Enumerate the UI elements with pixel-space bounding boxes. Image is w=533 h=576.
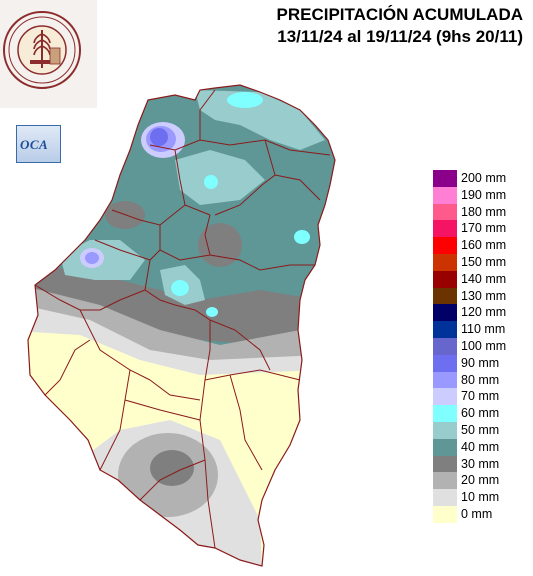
- legend-label: 100 mm: [461, 338, 507, 353]
- legend-swatch: [433, 505, 457, 523]
- legend-swatch: [433, 253, 457, 271]
- map-title: PRECIPITACIÓN ACUMULADA 13/11/24 al 19/1…: [277, 4, 524, 48]
- legend-label: 130 mm: [461, 288, 507, 303]
- wheat-seal-icon: [3, 11, 81, 89]
- legend-swatch: [433, 170, 457, 187]
- legend-label: 190 mm: [461, 187, 507, 202]
- legend-swatch: [433, 203, 457, 221]
- legend-label: 30 mm: [461, 456, 500, 471]
- legend-swatch: [433, 304, 457, 322]
- legend-swatch: [433, 287, 457, 305]
- legend-label: 120 mm: [461, 305, 507, 320]
- legend-swatch: [433, 220, 457, 238]
- legend-label: 200 mm: [461, 171, 507, 185]
- legend-label: 160 mm: [461, 238, 507, 253]
- map-title-line2: 13/11/24 al 19/11/24 (9hs 20/11): [277, 27, 523, 46]
- institution-logo: [0, 0, 97, 108]
- legend-label: 170 mm: [461, 221, 507, 236]
- legend-swatch: [433, 489, 457, 506]
- legend-label: 150 mm: [461, 254, 507, 269]
- legend-label: 70 mm: [461, 389, 500, 404]
- legend-swatch: [433, 371, 457, 389]
- legend-swatch: [433, 321, 457, 338]
- department-boundaries: [34, 89, 331, 549]
- legend-label: 180 mm: [461, 204, 507, 219]
- legend-label: 20 mm: [461, 473, 500, 488]
- legend-swatch: [433, 472, 457, 490]
- legend-swatch: [433, 438, 457, 456]
- legend-label: 110 mm: [461, 322, 506, 337]
- legend-swatch: [433, 186, 457, 204]
- legend-swatch: [433, 405, 457, 422]
- legend-label: 80 mm: [461, 372, 500, 387]
- legend-label: 40 mm: [461, 439, 500, 454]
- map-title-line1: PRECIPITACIÓN ACUMULADA: [276, 5, 524, 24]
- legend-label: 10 mm: [461, 490, 500, 505]
- legend-swatch: [433, 455, 457, 473]
- legend-swatch: [433, 354, 457, 372]
- legend-label: 60 mm: [461, 406, 500, 421]
- legend-label: 140 mm: [461, 271, 507, 286]
- oca-badge-text: OCA: [20, 137, 49, 152]
- legend-label: 90 mm: [461, 355, 500, 370]
- oca-badge: OCA: [16, 125, 61, 163]
- legend-swatch: [433, 421, 457, 439]
- legend-label: 50 mm: [461, 422, 500, 437]
- legend-swatch: [433, 270, 457, 288]
- legend-swatch: [433, 337, 457, 355]
- legend-swatch: [433, 388, 457, 406]
- legend-swatch: [433, 237, 457, 254]
- legend-label: 0 mm: [461, 506, 493, 521]
- precipitation-fill: [28, 85, 335, 566]
